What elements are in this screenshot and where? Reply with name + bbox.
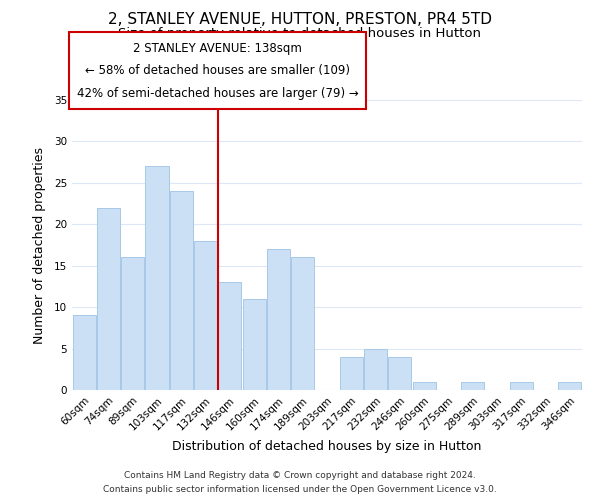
Text: Contains public sector information licensed under the Open Government Licence v3: Contains public sector information licen… <box>103 484 497 494</box>
Bar <box>97 208 120 390</box>
X-axis label: Distribution of detached houses by size in Hutton: Distribution of detached houses by size … <box>172 440 482 453</box>
Bar <box>218 282 241 390</box>
Bar <box>388 357 412 390</box>
Bar <box>510 382 533 390</box>
Text: Contains HM Land Registry data © Crown copyright and database right 2024.: Contains HM Land Registry data © Crown c… <box>124 472 476 480</box>
Bar <box>170 191 193 390</box>
Text: ← 58% of detached houses are smaller (109): ← 58% of detached houses are smaller (10… <box>85 64 350 76</box>
Bar <box>340 357 363 390</box>
Bar <box>194 241 217 390</box>
Bar <box>121 258 144 390</box>
Text: 42% of semi-detached houses are larger (79) →: 42% of semi-detached houses are larger (… <box>77 87 358 100</box>
Bar <box>242 299 266 390</box>
Y-axis label: Number of detached properties: Number of detached properties <box>32 146 46 344</box>
Text: 2, STANLEY AVENUE, HUTTON, PRESTON, PR4 5TD: 2, STANLEY AVENUE, HUTTON, PRESTON, PR4 … <box>108 12 492 28</box>
Text: 2 STANLEY AVENUE: 138sqm: 2 STANLEY AVENUE: 138sqm <box>133 42 302 55</box>
Bar <box>461 382 484 390</box>
Bar <box>267 249 290 390</box>
Bar <box>559 382 581 390</box>
Bar <box>364 348 387 390</box>
Bar <box>145 166 169 390</box>
Bar <box>73 316 95 390</box>
Text: Size of property relative to detached houses in Hutton: Size of property relative to detached ho… <box>119 28 482 40</box>
Bar <box>413 382 436 390</box>
Bar <box>291 258 314 390</box>
